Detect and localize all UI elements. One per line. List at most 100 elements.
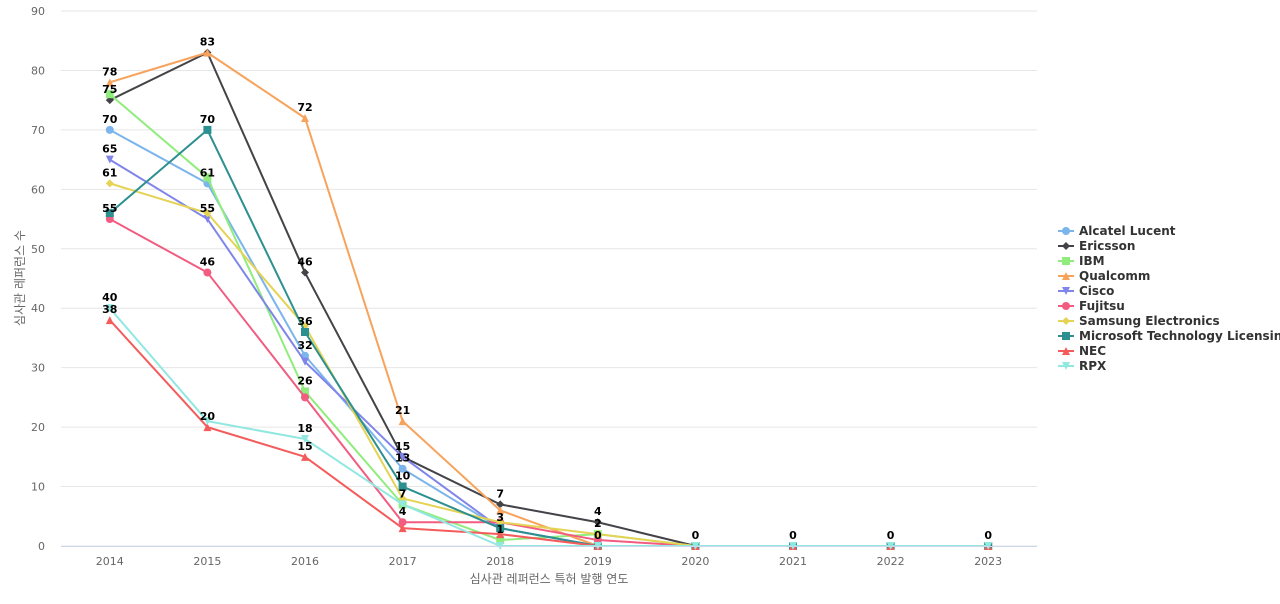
data-point-marker[interactable]	[398, 482, 407, 491]
data-label: 38	[102, 303, 117, 316]
x-tick-label: 2017	[389, 555, 417, 568]
data-label: 1	[496, 523, 504, 536]
data-label: 83	[200, 36, 215, 49]
data-point-marker[interactable]	[105, 90, 114, 99]
data-point-marker[interactable]	[496, 500, 505, 509]
data-point-marker[interactable]	[105, 179, 114, 188]
data-point-marker[interactable]	[105, 316, 114, 325]
legend-item[interactable]: Cisco	[1058, 284, 1114, 298]
legend-label: RPX	[1079, 359, 1107, 373]
data-label: 13	[395, 452, 410, 465]
series-line[interactable]	[109, 158, 989, 547]
data-point-marker[interactable]	[203, 423, 212, 432]
data-point-marker[interactable]	[593, 530, 602, 539]
legend-item[interactable]: IBM	[1058, 254, 1105, 268]
grid-layer	[61, 10, 1037, 547]
data-point-marker[interactable]	[301, 328, 309, 336]
data-point-marker[interactable]	[301, 452, 309, 461]
data-point-marker[interactable]	[105, 209, 114, 218]
legend-item[interactable]: Alcatel Lucent	[1058, 224, 1176, 238]
series-line[interactable]	[109, 51, 989, 547]
data-point-marker[interactable]	[203, 209, 212, 218]
data-point-marker[interactable]	[496, 530, 505, 539]
series-line[interactable]	[109, 319, 989, 547]
legend-item[interactable]: NEC	[1058, 344, 1106, 358]
data-label: 75	[102, 83, 117, 96]
data-point-marker[interactable]	[398, 524, 407, 533]
data-label: 55	[200, 202, 215, 215]
y-tick-label: 20	[31, 421, 45, 434]
series-line[interactable]	[109, 93, 989, 547]
data-point-marker[interactable]	[203, 173, 212, 182]
y-tick-label: 40	[31, 302, 45, 315]
series-layer	[105, 48, 993, 550]
legend-label: Alcatel Lucent	[1079, 224, 1176, 238]
data-point-marker[interactable]	[398, 452, 407, 461]
data-label: 61	[102, 166, 117, 179]
data-point-marker[interactable]	[203, 48, 212, 57]
data-point-marker[interactable]	[496, 536, 505, 545]
legend-item[interactable]: Samsung Electronics	[1058, 314, 1220, 328]
data-point-marker[interactable]	[203, 417, 212, 426]
data-point-marker[interactable]	[203, 215, 212, 224]
data-label: 21	[395, 404, 410, 417]
legend[interactable]: Alcatel LucentEricssonIBMQualcommCiscoFu…	[1058, 224, 1280, 373]
data-point-marker[interactable]	[105, 125, 114, 134]
series-line[interactable]	[109, 182, 989, 547]
data-label: 46	[297, 256, 313, 269]
legend-marker-icon	[1062, 257, 1070, 265]
data-point-marker[interactable]	[496, 506, 505, 515]
data-point-marker[interactable]	[398, 464, 407, 473]
legend-item[interactable]: RPX	[1058, 359, 1107, 373]
data-point-marker[interactable]	[301, 387, 309, 396]
data-point-marker[interactable]	[593, 518, 602, 527]
legend-label: NEC	[1079, 344, 1106, 358]
y-tick-label: 80	[31, 64, 45, 77]
data-label: 3	[496, 511, 504, 524]
legend-marker-icon	[1062, 287, 1070, 295]
data-point-marker[interactable]	[301, 435, 309, 443]
data-point-marker[interactable]	[105, 304, 114, 313]
data-point-marker[interactable]	[398, 518, 407, 527]
data-label: 65	[102, 143, 117, 156]
legend-item[interactable]: Qualcomm	[1058, 269, 1150, 283]
legend-item[interactable]: Fujitsu	[1058, 299, 1125, 313]
data-point-marker[interactable]	[496, 524, 505, 533]
x-tick-label: 2020	[681, 555, 709, 568]
series-ericsson[interactable]	[105, 48, 993, 550]
series-samsung-electronics[interactable]	[105, 179, 993, 550]
data-point-marker[interactable]	[398, 500, 407, 509]
data-label: 78	[102, 65, 117, 78]
data-label: 15	[297, 440, 312, 453]
data-label-layer: 7875706561554038837061554620724636322618…	[102, 36, 992, 542]
data-point-marker[interactable]	[301, 357, 309, 366]
legend-label: Ericsson	[1079, 239, 1135, 253]
series-cisco[interactable]	[105, 155, 993, 550]
data-point-marker[interactable]	[301, 268, 309, 277]
data-label: 70	[102, 113, 118, 126]
data-label: 0	[594, 529, 602, 542]
data-point-marker[interactable]	[203, 125, 212, 134]
legend-marker-icon	[1062, 362, 1070, 370]
legend-item[interactable]: Ericsson	[1058, 239, 1135, 253]
series-nec[interactable]	[105, 316, 993, 550]
data-label: 15	[395, 440, 410, 453]
series-ibm[interactable]	[105, 90, 993, 550]
data-point-marker[interactable]	[105, 155, 114, 164]
data-point-marker[interactable]	[301, 393, 309, 402]
series-line[interactable]	[109, 128, 989, 547]
series-line[interactable]	[109, 51, 989, 547]
series-line[interactable]	[109, 129, 989, 547]
data-point-marker[interactable]	[203, 268, 212, 277]
data-label: 18	[297, 422, 312, 435]
data-label: 55	[102, 202, 117, 215]
y-tick-label: 90	[31, 5, 45, 18]
data-label: 7	[399, 487, 407, 500]
data-label: 0	[692, 529, 700, 542]
data-point-marker[interactable]	[398, 417, 407, 426]
legend-item[interactable]: Microsoft Technology Licensing	[1058, 329, 1280, 343]
legend-label: Qualcomm	[1079, 269, 1150, 283]
data-point-marker[interactable]	[301, 114, 309, 122]
data-point-marker[interactable]	[105, 78, 114, 87]
